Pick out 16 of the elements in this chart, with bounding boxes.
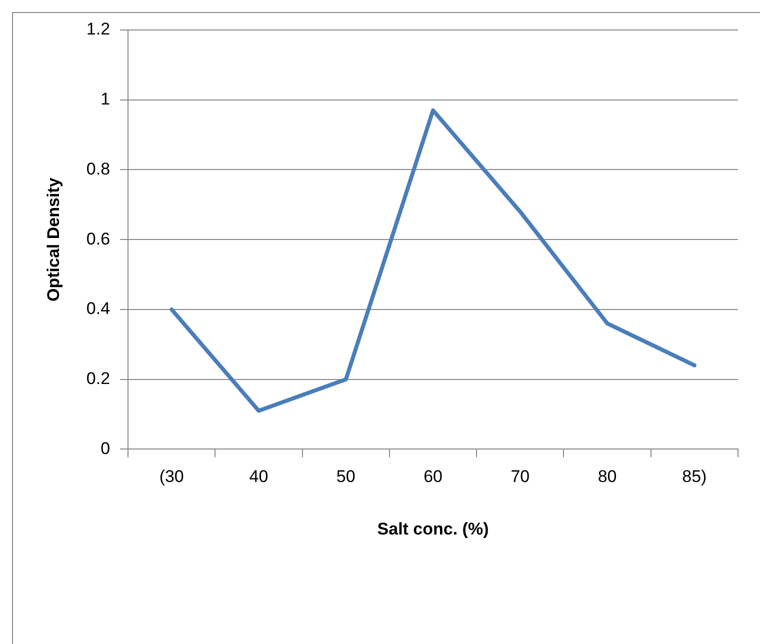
x-tick-label: 85) xyxy=(682,467,707,486)
x-tick-label: 40 xyxy=(249,467,268,486)
x-tick-label: 70 xyxy=(510,467,530,486)
x-tick-label: 50 xyxy=(336,467,356,486)
y-tick-label: 1 xyxy=(100,90,110,109)
x-tick-label: 60 xyxy=(424,467,442,486)
y-tick-label: 0 xyxy=(100,438,110,458)
x-tick-label: 80 xyxy=(598,467,617,486)
y-tick-label: 0.2 xyxy=(86,369,110,388)
y-tick-label: 0.4 xyxy=(86,299,110,318)
y-tick-label: 0.6 xyxy=(86,229,110,248)
y-tick-label: 0.8 xyxy=(86,159,110,178)
x-axis-title: Salt conc. (%) xyxy=(377,519,489,538)
y-tick-label: 1.2 xyxy=(86,20,110,39)
x-tick-label: (30 xyxy=(159,467,184,486)
y-axis-title: Optical Density xyxy=(44,177,63,302)
